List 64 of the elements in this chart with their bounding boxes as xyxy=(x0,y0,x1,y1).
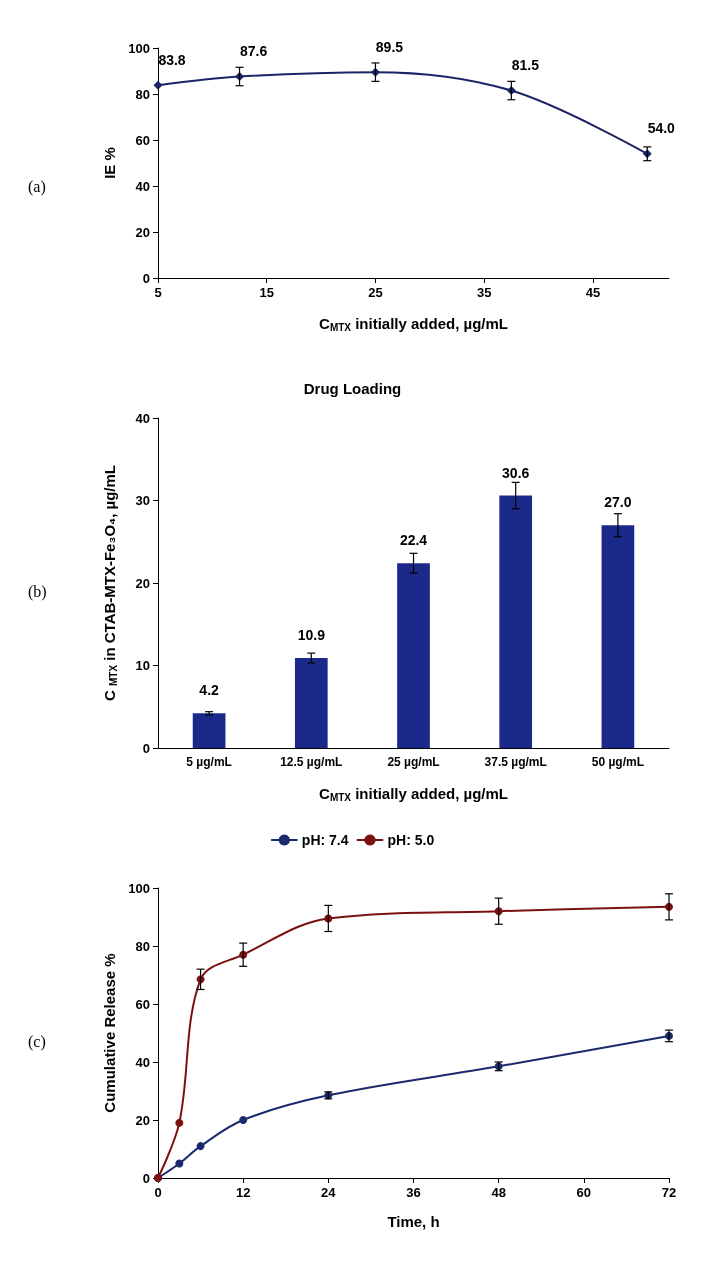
point xyxy=(175,1118,184,1127)
y-tick-label: 0 xyxy=(142,1170,150,1186)
data-label: 83.8 xyxy=(158,51,186,68)
x-tick-label: 72 xyxy=(661,1185,677,1200)
bar xyxy=(601,525,635,748)
y-tick-label: 20 xyxy=(135,1112,150,1128)
x-axis-title: Time, h xyxy=(387,1213,440,1230)
point xyxy=(239,1116,248,1124)
x-tick-label: 12 xyxy=(235,1185,251,1200)
y-axis-title: Cumulative Release % xyxy=(101,953,119,1113)
y-tick-label: 80 xyxy=(135,86,150,102)
y-tick-label: 100 xyxy=(128,40,150,56)
bar xyxy=(397,563,430,748)
y-axis-title: IE % xyxy=(101,147,119,179)
bar xyxy=(294,658,328,748)
point xyxy=(196,1142,205,1151)
text: (c) xyxy=(28,1032,46,1051)
y-tick-label: 60 xyxy=(135,996,150,1012)
x-tick-label: 12.5 µg/mL xyxy=(280,755,343,769)
x-tick-label: 0 xyxy=(154,1185,162,1200)
chart-title: Drug Loading xyxy=(303,380,402,397)
y-tick-label: 40 xyxy=(135,1054,150,1070)
y-tick-label: 20 xyxy=(135,224,150,240)
y-tick-label: 60 xyxy=(135,132,150,148)
data-label: 30.6 xyxy=(502,464,530,481)
x-tick-label: 5 xyxy=(154,285,162,300)
y-tick-label: 100 xyxy=(128,880,150,896)
bar xyxy=(192,713,226,748)
x-tick-label: 45 xyxy=(585,285,601,300)
x-tick-label: 36 xyxy=(406,1185,421,1200)
x-tick-label: 48 xyxy=(491,1185,506,1200)
y-axis-title: C MTX in CTAB-MTX-Fe₃O₄, µg/mL xyxy=(100,464,119,702)
x-tick-label: 24 xyxy=(321,1185,337,1200)
x-tick-label: 25 µg/mL xyxy=(387,755,440,769)
x-tick-label: 25 xyxy=(368,285,383,300)
y-tick-label: 20 xyxy=(135,575,150,591)
y-tick-label: 30 xyxy=(135,493,150,508)
text: (a) xyxy=(28,177,46,196)
data-label: 87.6 xyxy=(239,43,268,60)
y-tick-label: 10 xyxy=(135,658,150,673)
point xyxy=(175,1159,184,1168)
y-tick-label: 0 xyxy=(142,740,150,756)
data-label: 4.2 xyxy=(199,682,220,699)
x-tick-label: 60 xyxy=(576,1185,592,1200)
bar xyxy=(499,495,533,748)
y-tick-label: 40 xyxy=(135,178,150,194)
y-tick-label: 0 xyxy=(142,270,150,286)
data-label: 10.9 xyxy=(297,627,326,644)
x-tick-label: 5 µg/mL xyxy=(186,755,232,769)
data-label: 27.0 xyxy=(604,494,632,511)
legend-label: pH: 7.4 xyxy=(301,832,349,848)
data-label: 81.5 xyxy=(511,57,540,74)
x-tick-label: 50 µg/mL xyxy=(591,755,645,769)
x-tick-label: 15 xyxy=(259,285,274,300)
data-label: 54.0 xyxy=(647,120,676,137)
x-tick-label: 37.5 µg/mL xyxy=(484,755,547,769)
text: (b) xyxy=(28,582,47,601)
y-tick-label: 80 xyxy=(135,938,150,954)
y-tick-label: 40 xyxy=(135,410,150,426)
point xyxy=(153,80,163,90)
data-label: 89.5 xyxy=(375,38,404,55)
legend-label: pH: 5.0 xyxy=(387,832,435,848)
x-tick-label: 35 xyxy=(476,285,492,300)
data-label: 22.4 xyxy=(399,532,428,549)
